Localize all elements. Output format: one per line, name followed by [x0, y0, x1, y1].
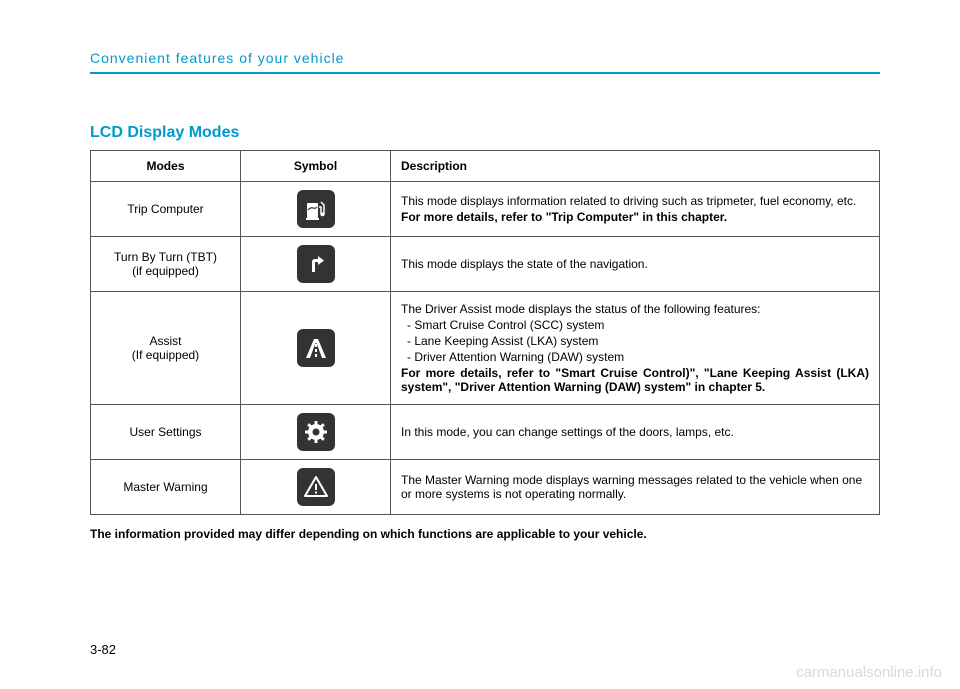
- desc-cell: The Driver Assist mode displays the stat…: [391, 292, 880, 405]
- fuel-pump-icon: [297, 190, 335, 228]
- mode-cell: Master Warning: [91, 460, 241, 515]
- turn-arrow-icon: [297, 245, 335, 283]
- desc-text: The Driver Assist mode displays the stat…: [401, 302, 869, 316]
- warning-triangle-icon: [297, 468, 335, 506]
- desc-text: In this mode, you can change settings of…: [401, 425, 869, 439]
- gear-icon: [297, 413, 335, 451]
- chapter-header: Convenient features of your vehicle: [90, 50, 880, 74]
- desc-text: This mode displays information related t…: [401, 194, 869, 208]
- desc-text-bold: For more details, refer to "Smart Cruise…: [401, 366, 869, 394]
- footnote: The information provided may differ depe…: [90, 527, 880, 541]
- desc-cell: This mode displays the state of the navi…: [391, 237, 880, 292]
- desc-bullet: - Lane Keeping Assist (LKA) system: [401, 334, 869, 348]
- desc-cell: In this mode, you can change settings of…: [391, 405, 880, 460]
- desc-cell: The Master Warning mode displays warning…: [391, 460, 880, 515]
- symbol-cell: [241, 292, 391, 405]
- desc-bullet: - Smart Cruise Control (SCC) system: [401, 318, 869, 332]
- page-number: 3-82: [90, 642, 116, 657]
- header-underline: [90, 72, 880, 74]
- mode-cell: User Settings: [91, 405, 241, 460]
- chapter-title: Convenient features of your vehicle: [90, 50, 880, 72]
- desc-text: The Master Warning mode displays warning…: [401, 473, 869, 501]
- symbol-cell: [241, 182, 391, 237]
- symbol-cell: [241, 460, 391, 515]
- table-header-row: Modes Symbol Description: [91, 151, 880, 182]
- mode-cell: Turn By Turn (TBT) (if equipped): [91, 237, 241, 292]
- lcd-modes-table: Modes Symbol Description Trip Computer: [90, 150, 880, 515]
- header-modes: Modes: [91, 151, 241, 182]
- table-row: Trip Computer: [91, 182, 880, 237]
- mode-cell: Trip Computer: [91, 182, 241, 237]
- header-symbol: Symbol: [241, 151, 391, 182]
- lane-assist-icon: [297, 329, 335, 367]
- table-row: Assist (If equipped) The Driver Assist m…: [91, 292, 880, 405]
- table-row: Master Warning The Master Warning mode d…: [91, 460, 880, 515]
- symbol-cell: [241, 237, 391, 292]
- symbol-cell: [241, 405, 391, 460]
- desc-text-bold: For more details, refer to "Trip Compute…: [401, 210, 869, 224]
- desc-bullet: - Driver Attention Warning (DAW) system: [401, 350, 869, 364]
- desc-text: This mode displays the state of the navi…: [401, 257, 869, 271]
- desc-cell: This mode displays information related t…: [391, 182, 880, 237]
- header-description: Description: [391, 151, 880, 182]
- watermark: carmanualsonline.info: [796, 664, 942, 681]
- table-row: Turn By Turn (TBT) (if equipped) This mo…: [91, 237, 880, 292]
- section-title: LCD Display Modes: [90, 124, 880, 142]
- manual-page: Convenient features of your vehicle LCD …: [0, 0, 960, 541]
- mode-cell: Assist (If equipped): [91, 292, 241, 405]
- table-row: User Settings: [91, 405, 880, 460]
